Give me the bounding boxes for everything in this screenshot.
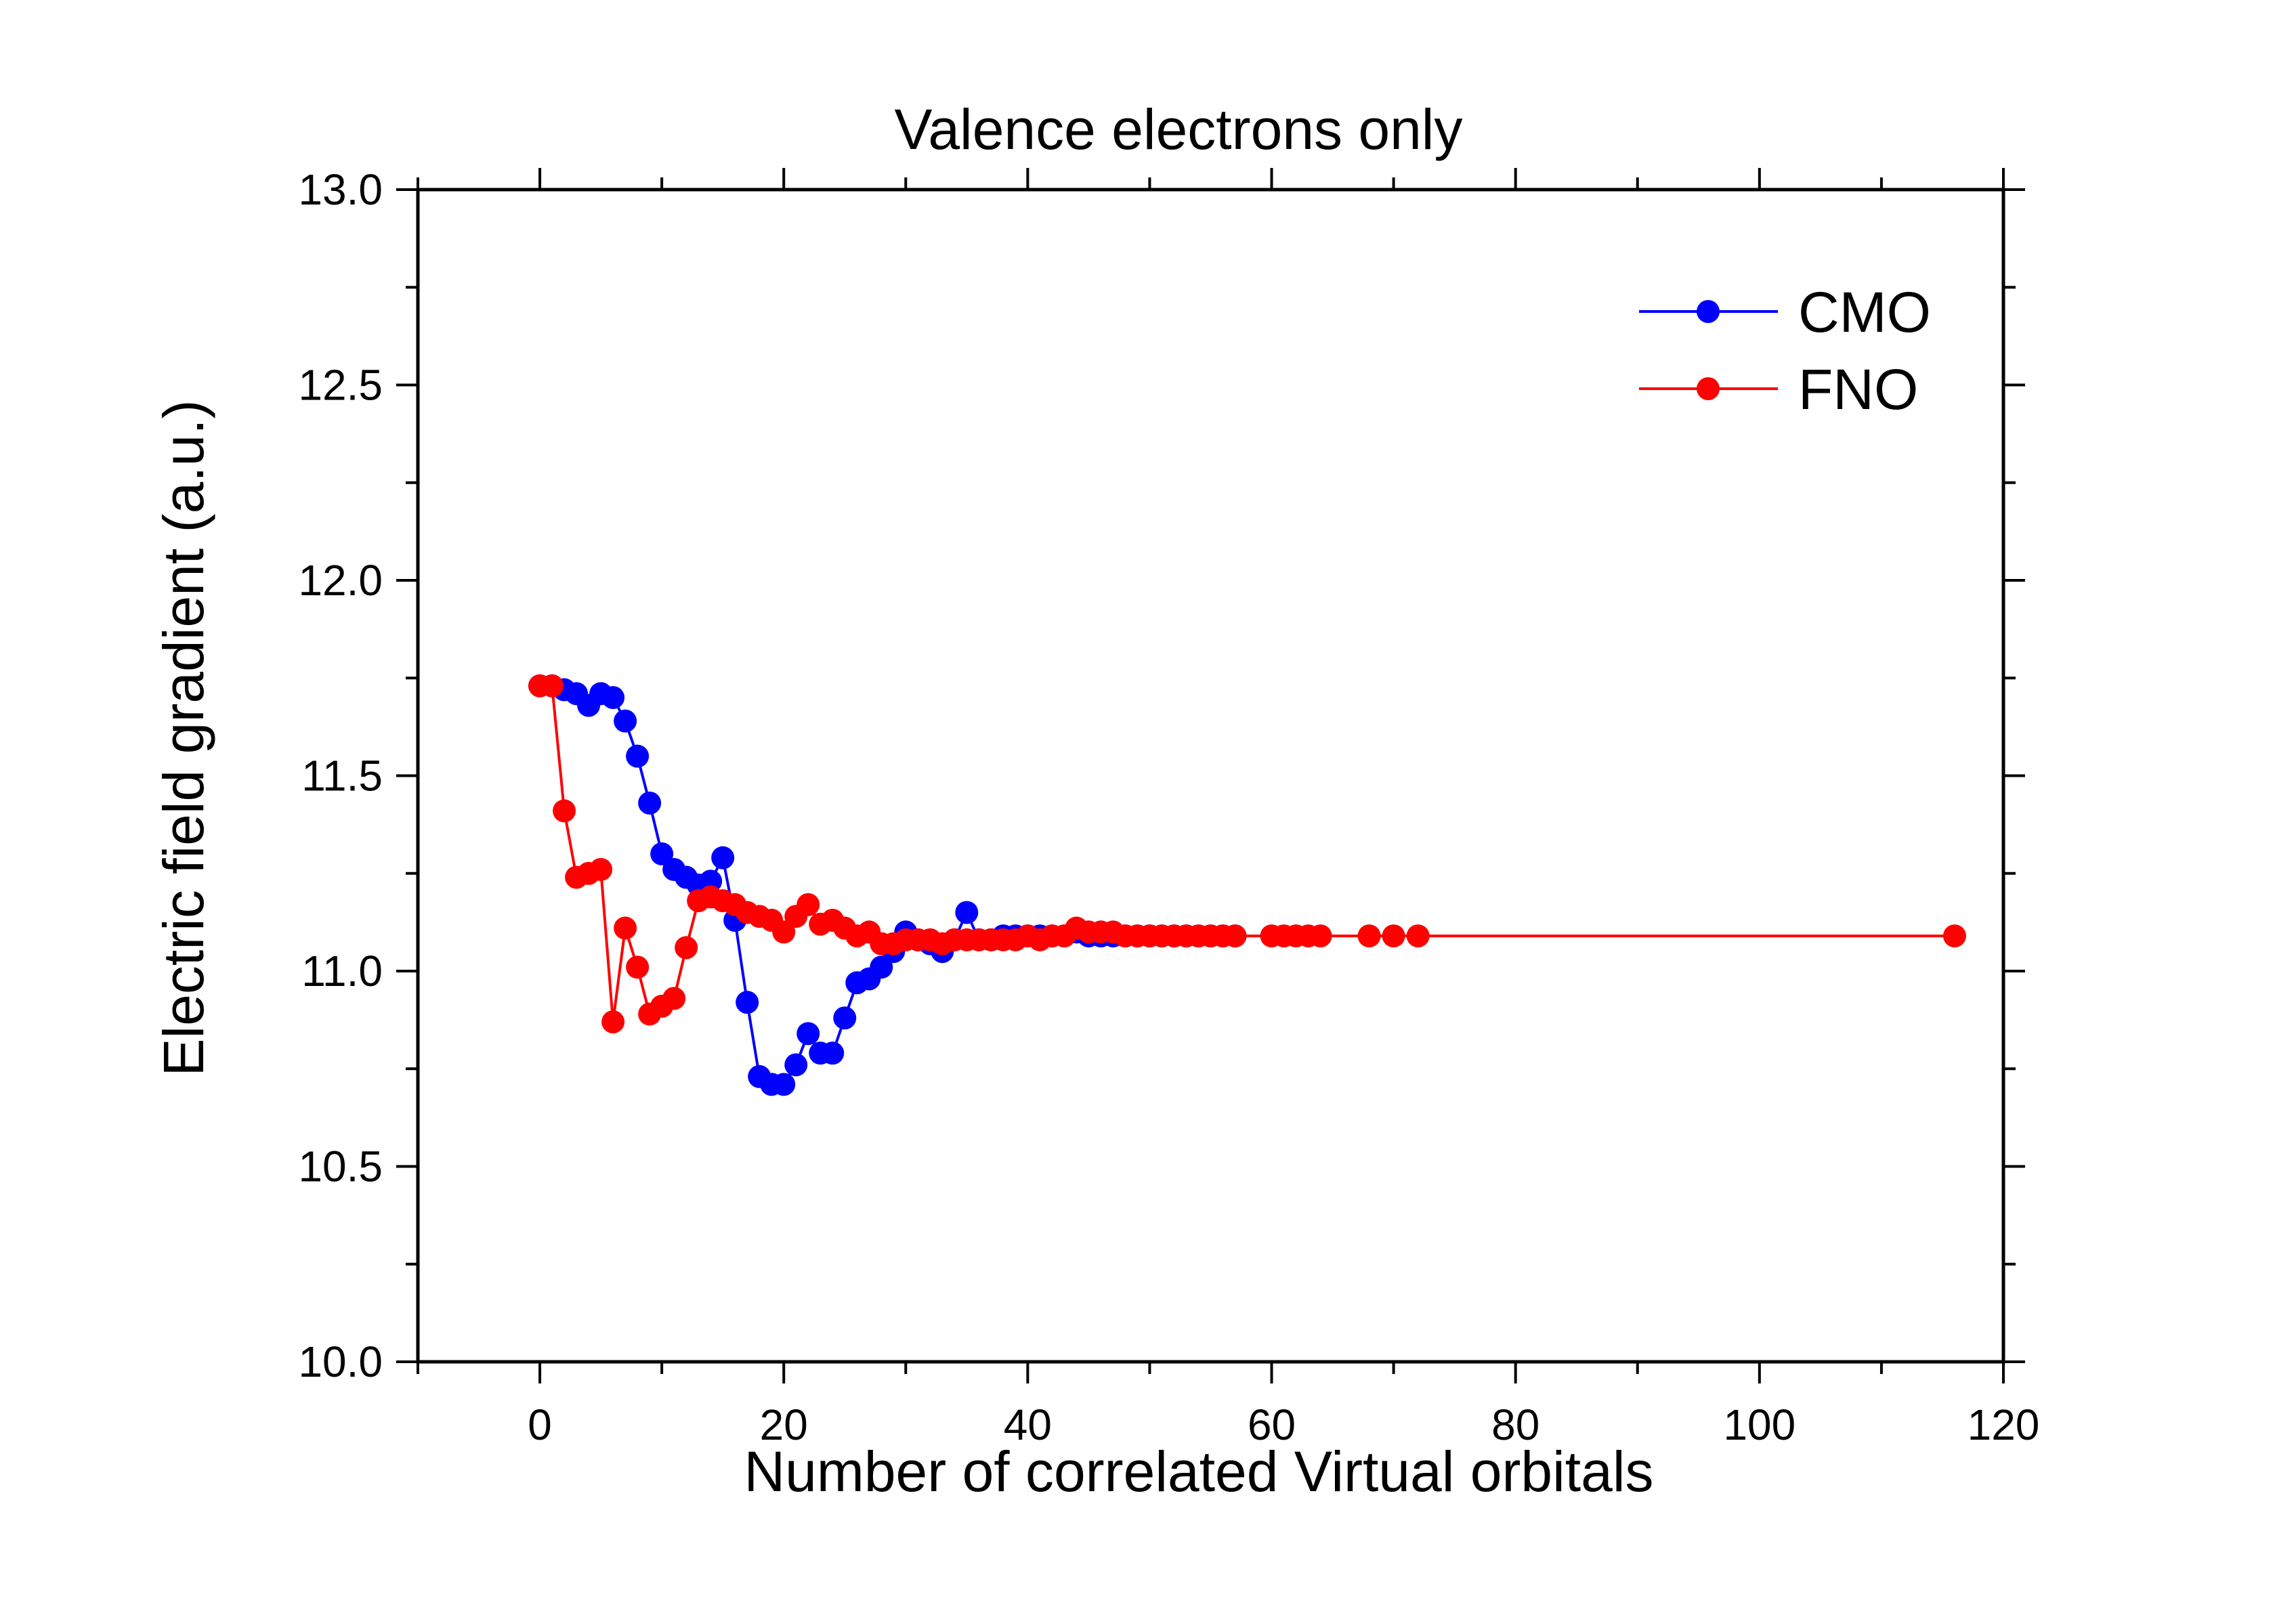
legend-item-fno: FNO [1639,358,1918,421]
cmo-point [601,686,625,710]
x-tick-label: 40 [1004,1400,1052,1449]
fno-point [1309,924,1332,948]
y-axis: 10.0 10.5 11.0 11.5 12.0 12.5 13.0 [298,165,2025,1386]
x-axis: 0 20 40 60 80 100 120 [417,168,2040,1449]
legend-marker [1697,300,1720,323]
x-tick-label: 120 [1968,1400,2040,1449]
series-layer [528,674,1966,1096]
fno-point [662,987,686,1010]
y-tick-label: 12.5 [298,361,383,410]
x-tick-label: 100 [1723,1400,1795,1449]
y-tick-label: 11.0 [301,947,383,995]
legend: CMO FNO [1639,280,1931,421]
cmo-point [784,1053,808,1077]
fno-point [614,916,637,940]
fno-point [1406,924,1430,948]
y-tick-label: 11.5 [301,752,383,800]
legend-label: CMO [1798,280,1931,344]
cmo-point [638,791,662,815]
y-tick-label: 10.5 [298,1142,383,1191]
series-cmo [528,674,1247,1096]
cmo-line [540,684,1235,1086]
x-tick-label: 0 [528,1400,552,1449]
plot-frame [416,188,2005,1364]
plot-border [416,188,2005,1364]
fno-point [1223,924,1247,948]
x-tick-label: 60 [1248,1400,1296,1449]
fno-line [540,684,1955,1023]
y-tick-label: 12.0 [298,556,383,605]
cmo-point [821,1041,845,1065]
fno-point [772,920,796,944]
chart-title: Valence electrons only [895,98,1463,161]
x-tick-label: 20 [760,1400,808,1449]
y-axis-label: Electric field gradient (a.u.) [152,400,215,1076]
fno-point [540,674,564,697]
cmo-point [772,1073,796,1096]
fno-point [796,893,820,916]
fno-point [626,955,650,979]
fno-point [675,936,698,960]
legend-item-cmo: CMO [1639,280,1931,344]
cmo-point [870,955,893,979]
cmo-point [614,709,637,733]
y-tick-label: 13.0 [298,165,383,214]
cmo-point [736,991,759,1014]
series-fno [528,674,1966,1034]
fno-point [553,799,576,823]
cmo-point [711,846,735,869]
cmo-point [650,842,674,865]
fno-point [589,857,613,881]
fno-point [1382,924,1405,948]
cmo-point [626,744,650,768]
legend-label: FNO [1798,358,1918,421]
x-axis-label: Number of correlated Virtual orbitals [744,1440,1653,1503]
cmo-point [833,1006,857,1030]
cmo-point [796,1022,820,1046]
cmo-point [955,901,979,924]
x-tick-label: 80 [1491,1400,1539,1449]
fno-point [1942,924,1966,948]
fno-point [601,1010,625,1034]
y-tick-label: 10.0 [298,1337,383,1386]
legend-marker [1697,377,1720,400]
fno-point [1357,924,1381,948]
